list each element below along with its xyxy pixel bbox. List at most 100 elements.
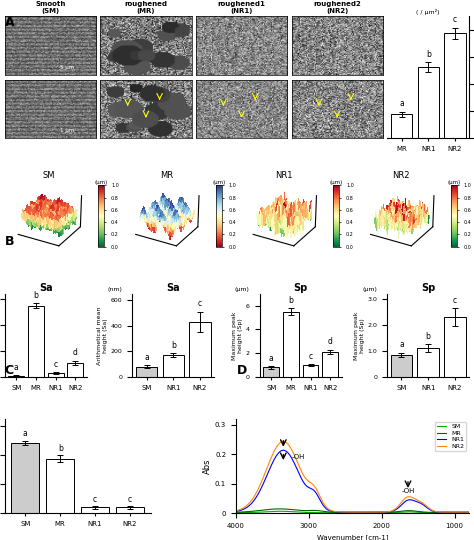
Title: Nano-
roughened2
(NR2): Nano- roughened2 (NR2) [313, 0, 361, 15]
Title: (μm): (μm) [329, 180, 343, 185]
Y-axis label: Abs: Abs [203, 458, 212, 474]
NR2 [373, 509, 378, 515]
NR1 [346, 509, 351, 515]
Text: b: b [58, 444, 63, 453]
SM [346, 509, 351, 516]
Text: (μm): (μm) [235, 287, 250, 292]
Bar [81, 507, 109, 513]
Title: Nano-
roughened1
(NR1): Nano- roughened1 (NR1) [218, 0, 265, 15]
Text: d: d [328, 338, 333, 346]
Bar [264, 367, 279, 377]
MR [277, 505, 283, 512]
Text: c: c [198, 299, 202, 308]
Y-axis label: Maximum peak
height (Sp): Maximum peak height (Sp) [354, 311, 365, 360]
Bar [391, 114, 412, 138]
Text: B: B [5, 235, 14, 248]
Bar [418, 67, 439, 138]
SM [277, 508, 283, 515]
Title: (μm): (μm) [95, 180, 108, 185]
Legend: SM, MR, NR1, NR2: SM, MR, NR1, NR2 [435, 422, 466, 451]
Bar [116, 507, 144, 513]
MR [346, 509, 351, 516]
Title: Sa: Sa [39, 283, 53, 293]
Bar [9, 376, 24, 377]
Title: SM: SM [43, 171, 55, 180]
Line: MR: MR [236, 509, 469, 512]
SM [425, 509, 430, 516]
Bar [48, 373, 64, 377]
Title: (μm): (μm) [447, 180, 460, 185]
Title: (μm): (μm) [212, 180, 226, 185]
Bar [28, 306, 44, 377]
Bar [391, 355, 412, 377]
Title: Sp: Sp [293, 283, 308, 293]
Text: A: A [5, 16, 14, 29]
Bar [67, 363, 83, 377]
NR2 [461, 509, 467, 515]
Bar [163, 355, 184, 377]
Y-axis label: Maximum peak
height (Sp): Maximum peak height (Sp) [232, 311, 243, 360]
Text: -OH: -OH [401, 488, 415, 494]
Bar [136, 367, 157, 377]
MR [461, 509, 467, 516]
MR [466, 509, 472, 516]
Title: Smooth
(SM): Smooth (SM) [35, 2, 65, 15]
NR1 [466, 509, 472, 515]
Text: (μm): (μm) [363, 287, 377, 292]
Title: Micro-
roughened
(MR): Micro- roughened (MR) [125, 0, 167, 15]
Text: b: b [289, 296, 293, 305]
Text: b: b [34, 291, 38, 300]
Bar [444, 33, 465, 138]
Title: Sa: Sa [166, 283, 180, 293]
Text: 5 μm: 5 μm [60, 65, 74, 70]
Title: Sp: Sp [421, 283, 435, 293]
Bar [46, 458, 74, 513]
Text: ( / μm²): ( / μm²) [417, 9, 440, 15]
Text: (nm): (nm) [108, 287, 122, 292]
Text: c: c [93, 495, 97, 504]
X-axis label: Wavenumber [cm-1]: Wavenumber [cm-1] [317, 534, 388, 540]
Line: NR1: NR1 [236, 450, 469, 512]
Bar [303, 365, 319, 377]
NR2 [425, 504, 430, 510]
NR1 [425, 505, 430, 511]
NR2 [233, 508, 239, 514]
Bar [11, 443, 39, 513]
Text: c: c [128, 495, 132, 504]
Title: MR: MR [160, 171, 173, 180]
Text: b: b [426, 332, 430, 341]
SM [466, 509, 472, 516]
Text: C: C [5, 364, 14, 377]
SM [461, 509, 467, 516]
Text: -OH: -OH [291, 454, 305, 460]
NR2 [280, 438, 286, 444]
Text: b: b [171, 341, 176, 350]
SM [345, 509, 350, 516]
Bar [283, 312, 299, 377]
Text: 1 μm: 1 μm [60, 129, 74, 133]
Bar [189, 322, 210, 377]
NR1 [345, 509, 350, 515]
Text: c: c [453, 15, 457, 24]
Line: SM: SM [236, 511, 469, 512]
NR1 [373, 509, 378, 515]
Text: c: c [309, 352, 313, 361]
MR [373, 509, 378, 516]
Bar [322, 352, 338, 377]
Text: a: a [14, 363, 18, 372]
MR [360, 509, 365, 516]
Text: a: a [399, 341, 404, 349]
NR1 [233, 508, 239, 515]
Text: D: D [237, 364, 247, 377]
MR [345, 509, 350, 516]
Text: a: a [399, 99, 404, 109]
Text: c: c [54, 360, 58, 369]
Bar [444, 317, 465, 377]
Text: a: a [269, 354, 273, 363]
Title: NR2: NR2 [392, 171, 410, 180]
NR1 [280, 447, 286, 454]
NR2 [346, 509, 351, 515]
Text: b: b [426, 50, 431, 59]
NR2 [466, 509, 472, 515]
Y-axis label: Arithmetical mean
height (Sa): Arithmetical mean height (Sa) [97, 306, 108, 364]
